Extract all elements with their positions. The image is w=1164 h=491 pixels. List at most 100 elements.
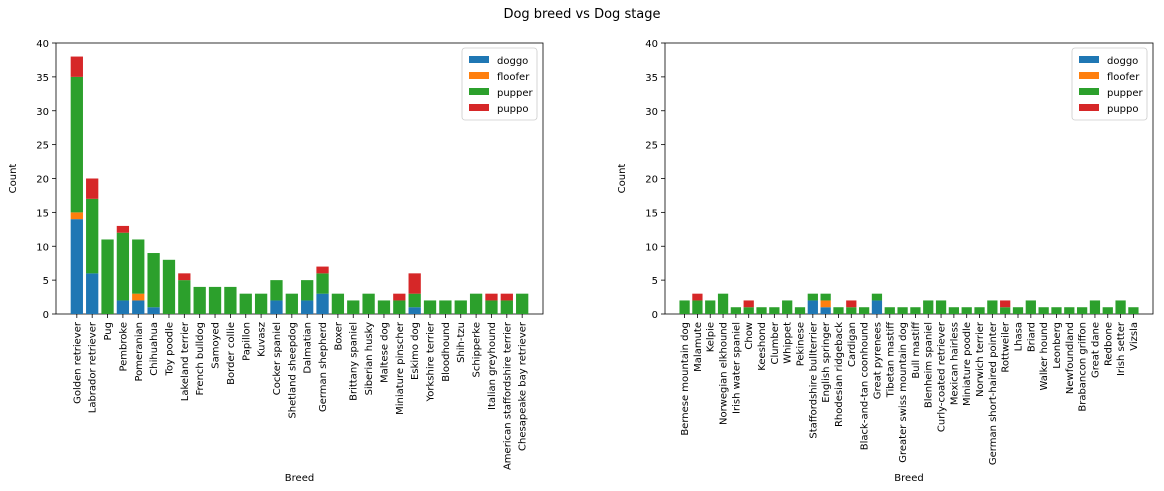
bar-pupper [393, 300, 406, 314]
legend-swatch-pupper [1079, 88, 1099, 95]
y-tick-label: 15 [645, 208, 658, 219]
bar-pupper [730, 307, 742, 314]
bar-pupper [794, 307, 806, 314]
legend-swatch-pupper [469, 88, 489, 95]
x-tick-label: Brabancon griffon [1078, 322, 1089, 412]
bar-pupper [485, 300, 498, 314]
bar-pupper [377, 300, 391, 314]
y-tick-label: 5 [652, 276, 658, 287]
x-tick-label: Lhasa [1014, 322, 1025, 351]
x-tick-label: Labrador retriever [88, 321, 99, 413]
x-tick-label: Italian greyhound [487, 322, 498, 410]
x-tick-label: Staffordshire bullterrier [808, 321, 819, 439]
x-tick-label: American staffordshire terrier [502, 321, 513, 470]
chart-left: 0 5 10 15 20 25 30 35 40 Golden retriever Labrador… [8, 39, 544, 484]
x-tick-label: Bernese mountain dog [680, 322, 691, 436]
bar-pupper [270, 280, 283, 301]
bar-pupper [132, 239, 145, 294]
bar-pupper [961, 307, 972, 314]
bar-pupper [987, 300, 998, 314]
bar-pupper [923, 300, 934, 314]
bar-pupper [846, 307, 857, 314]
x-tick-label: Kuvasz [257, 322, 268, 357]
y-tick-label: 20 [36, 175, 49, 186]
x-tick-label: Malamute [693, 322, 704, 372]
bar-pupper [1051, 307, 1062, 314]
x-tick-label: Irish setter [1116, 321, 1127, 376]
x-tick-label: Great dane [1090, 322, 1101, 378]
bar-pupper [871, 293, 883, 301]
x-tick-label: Irish water spaniel [731, 322, 742, 414]
legend-label-puppo: puppo [1107, 104, 1139, 115]
bar-pupper [807, 293, 818, 301]
bar-puppo [316, 266, 329, 274]
legend-box [1071, 47, 1148, 121]
bar-pupper [101, 239, 114, 314]
bar-pupper [162, 259, 176, 314]
bar-pupper [116, 232, 130, 301]
y-tick-label: 25 [36, 141, 49, 152]
bar-doggo [807, 300, 818, 314]
x-tick-label: Shetland sheepdog [287, 322, 298, 419]
x-tick-label: Keeshond [757, 322, 768, 371]
x-tick-label: Mexican hairless [949, 322, 960, 405]
bar-pupper [516, 293, 529, 314]
bar-pupper [208, 286, 222, 314]
x-tick-label: Dalmatian [303, 322, 314, 374]
x-axis-label: Breed [894, 473, 923, 484]
bar-pupper [833, 307, 844, 314]
bar-pupper [500, 300, 513, 314]
x-tick-label: Schipperke [472, 322, 483, 378]
legend-label-pupper: pupper [1107, 88, 1144, 99]
x-tick-label: Pekinese [795, 322, 806, 366]
x-tick-label: Black-and-tan coonhound [860, 322, 871, 450]
bar-pupper [910, 307, 921, 314]
x-tick-label: Pomeranian [134, 322, 145, 382]
bar-pupper [178, 280, 191, 314]
y-tick-label: 0 [43, 310, 49, 321]
bar-doggo [132, 300, 145, 314]
bar-pupper [454, 300, 467, 314]
bar-puppo [116, 225, 130, 233]
x-axis-label: Breed [285, 473, 314, 484]
legend-swatch-floofer [1079, 72, 1099, 79]
bar-pupper [301, 280, 314, 301]
bar-pupper [239, 293, 252, 314]
x-tick-label: Curly-coated retriever [937, 321, 948, 432]
x-tick-label: Bloodhound [441, 322, 452, 382]
x-tick-label: Miniature poodle [962, 322, 973, 406]
legend-swatch-puppo [1079, 104, 1099, 111]
legend-label-floofer: floofer [1107, 72, 1140, 83]
bar-pupper [285, 293, 298, 314]
x-tick-label: Siberian husky [364, 322, 375, 395]
bar-puppo [500, 293, 513, 301]
y-tick-label: 40 [36, 39, 49, 50]
bar-doggo [301, 300, 314, 314]
bar-pupper [756, 307, 767, 314]
x-tick-label: Brittany spaniel [349, 322, 360, 401]
bar-floofer [820, 300, 831, 308]
legend-label-puppo: puppo [497, 104, 529, 115]
x-tick-label: French bulldog [195, 322, 206, 395]
x-tick-label: Toy poodle [164, 322, 175, 377]
bar-pupper [1128, 307, 1139, 314]
bar-pupper [1115, 300, 1126, 314]
y-axis-label: Count [617, 164, 628, 194]
x-tick-label: Vizsla [1129, 322, 1140, 351]
bar-floofer [70, 212, 83, 220]
y-tick-label: 30 [36, 107, 49, 118]
bar-pupper [769, 307, 780, 314]
bar-pupper [1000, 307, 1011, 314]
x-tick-label: Chihuahua [149, 322, 160, 376]
x-tick-label: Great pyrenees [872, 322, 883, 399]
bar-doggo [270, 300, 283, 314]
bar-puppo [846, 300, 857, 308]
bar-pupper [820, 293, 831, 301]
y-tick-label: 30 [645, 107, 658, 118]
x-tick-label: Walker hound [1039, 322, 1050, 391]
bar-pupper [1102, 307, 1113, 314]
bar-puppo [86, 178, 99, 199]
bar-pupper [331, 293, 345, 314]
bar-doggo [316, 293, 329, 314]
bar-doggo [820, 307, 831, 314]
